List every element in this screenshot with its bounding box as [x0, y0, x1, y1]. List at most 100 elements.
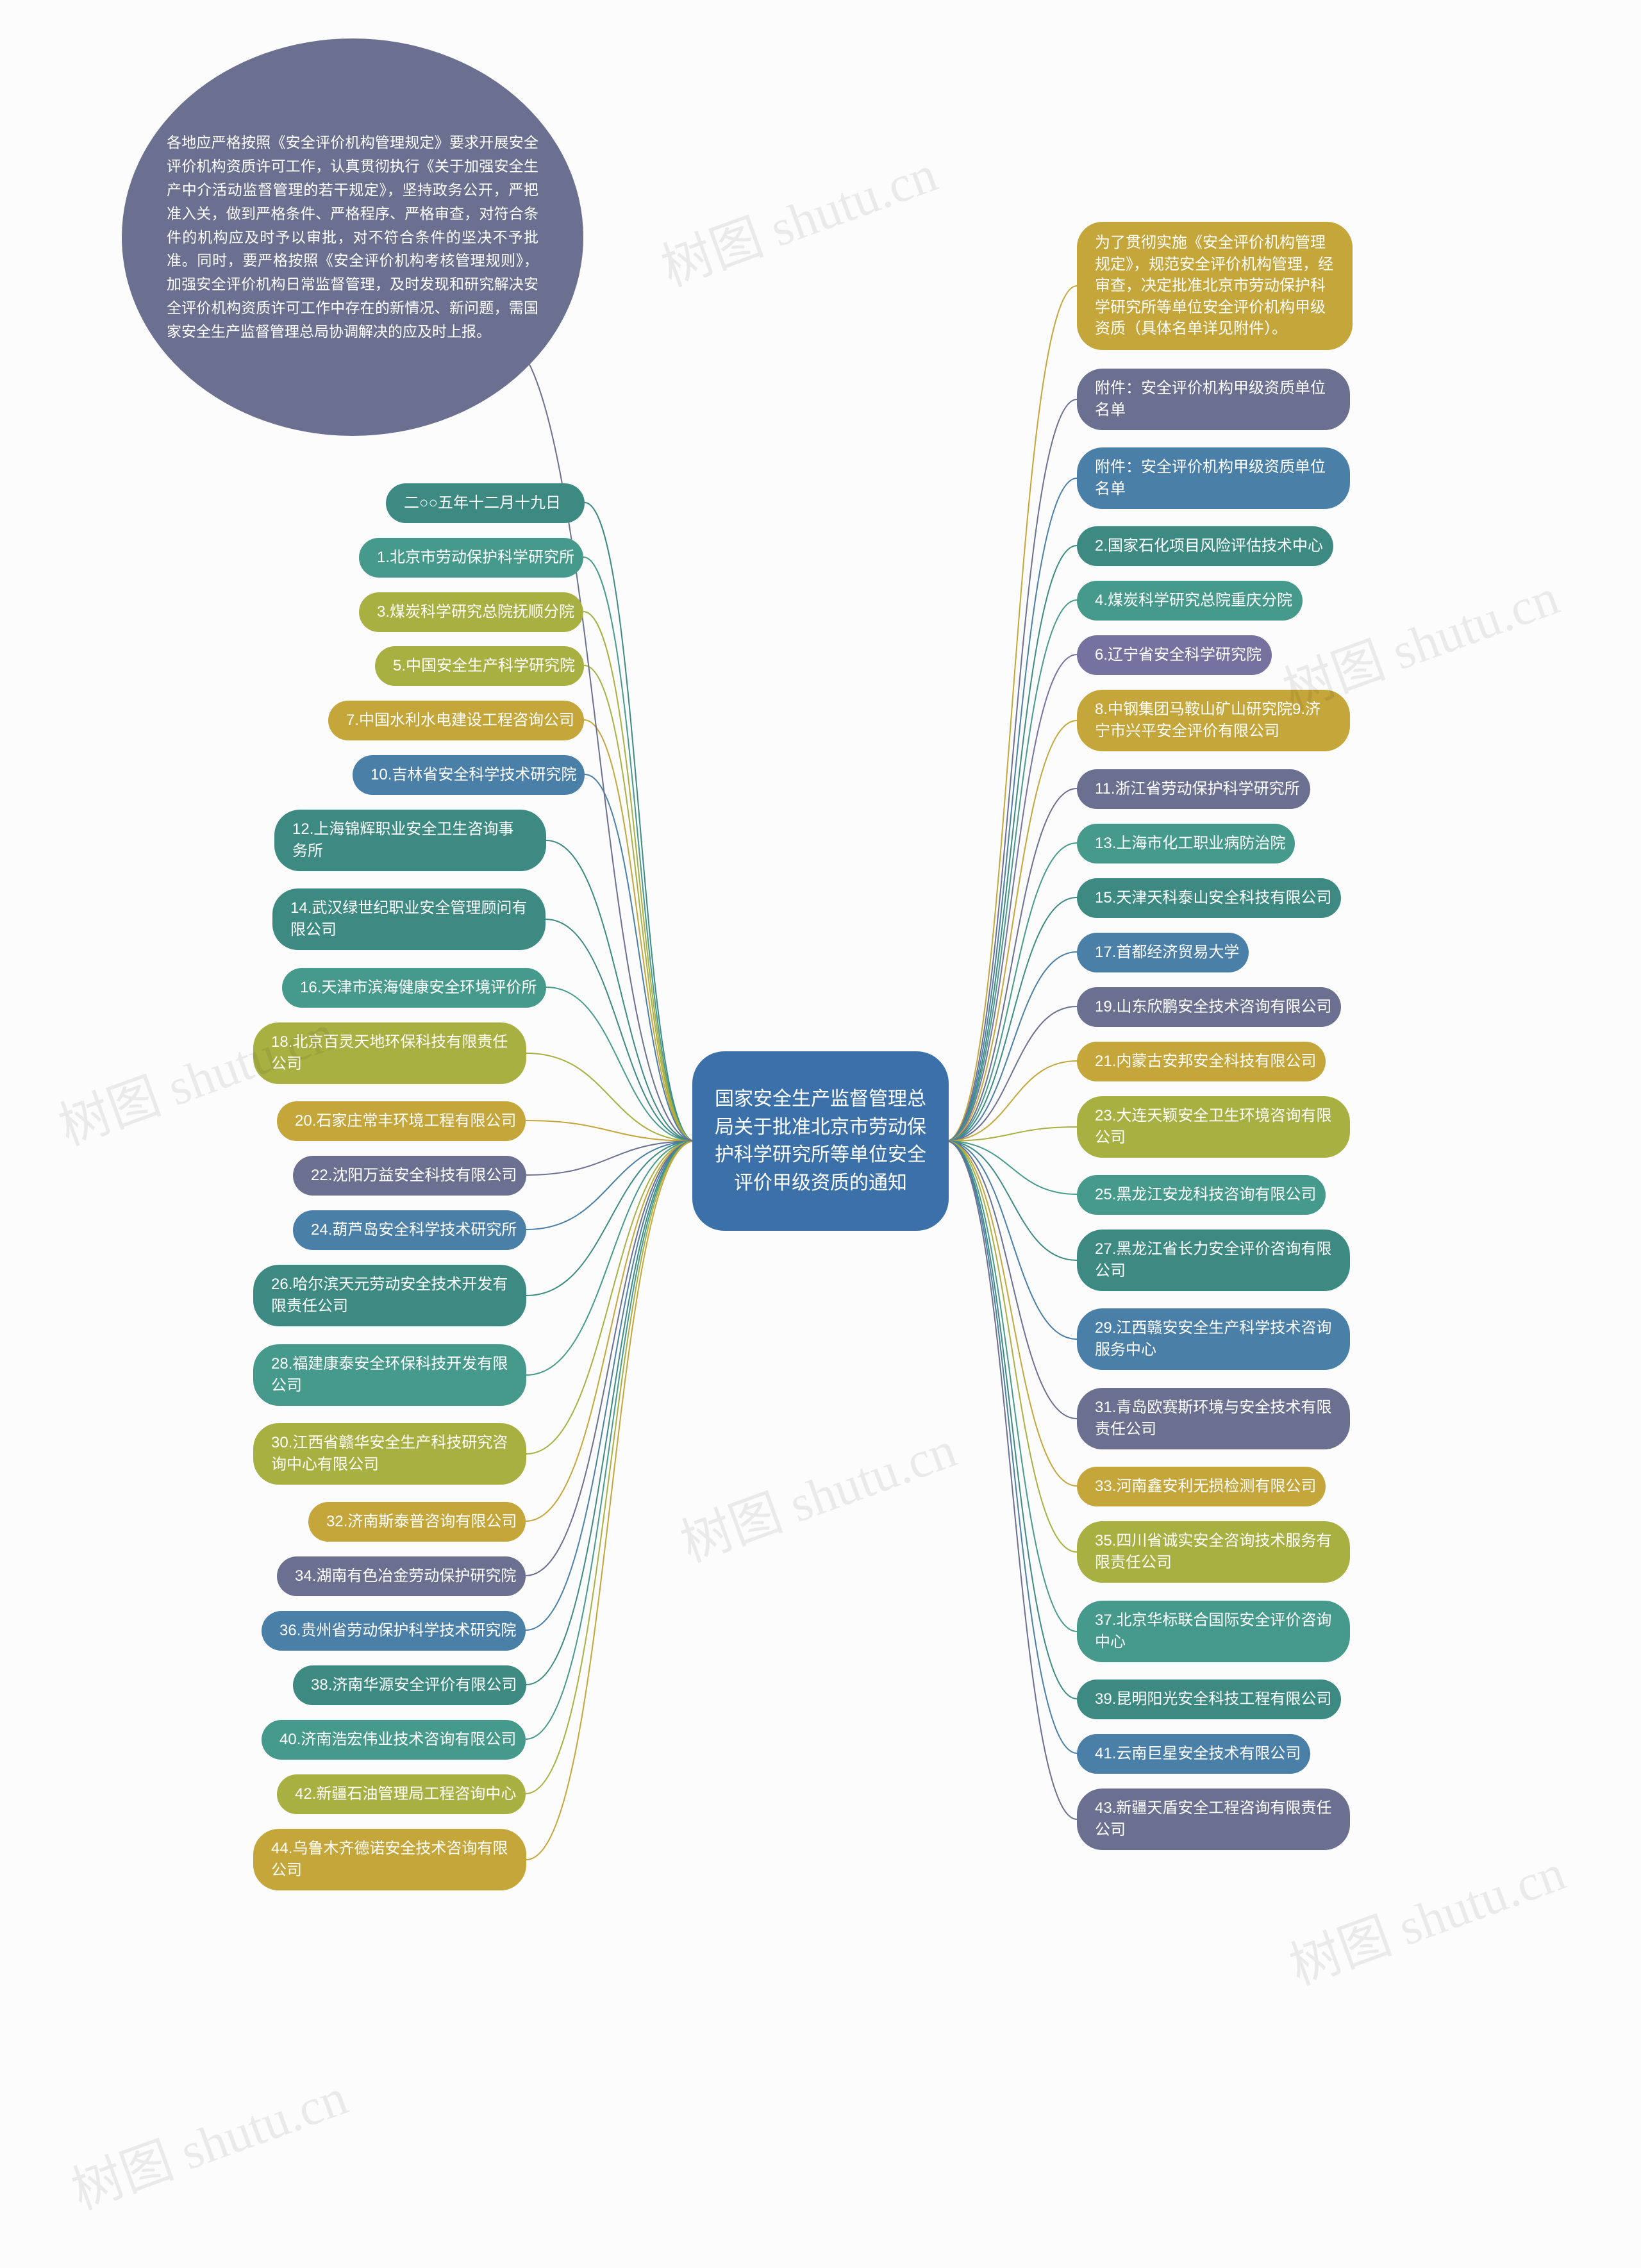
edge	[946, 1006, 1077, 1141]
description-ellipse: 各地应严格按照《安全评价机构管理规定》要求开展安全评价机构资质许可工作，认真贯彻…	[122, 38, 583, 436]
edge	[946, 1141, 1077, 1631]
branch-node: 36.贵州省劳动保护科学技术研究院	[262, 1611, 526, 1651]
description-text: 各地应严格按照《安全评价机构管理规定》要求开展安全评价机构资质许可工作，认真贯彻…	[167, 131, 538, 343]
watermark: 树图 shutu.cn	[60, 2056, 356, 2224]
edge	[583, 612, 695, 1141]
branch-node: 10.吉林省安全科学技术研究院	[353, 755, 585, 795]
watermark: 树图 shutu.cn	[669, 1408, 965, 1577]
branch-node: 22.沈阳万益安全科技有限公司	[293, 1156, 526, 1196]
branch-node: 21.内蒙古安邦安全科技有限公司	[1077, 1042, 1326, 1081]
edge	[946, 1141, 1077, 1699]
edge	[946, 1061, 1077, 1141]
branch-node: 30.江西省赣华安全生产科技研究咨询中心有限公司	[253, 1423, 526, 1485]
edge	[526, 1141, 695, 1175]
edge	[584, 720, 695, 1141]
edge	[585, 503, 695, 1141]
branch-node: 40.济南浩宏伟业技术咨询有限公司	[262, 1720, 526, 1760]
edge	[526, 1141, 695, 1576]
branch-node: 23.大连天颖安全卫生环境咨询有限公司	[1077, 1096, 1350, 1158]
edge	[946, 546, 1077, 1141]
branch-node: 33.河南鑫安利无损检测有限公司	[1077, 1467, 1326, 1506]
branch-node: 39.昆明阳光安全科技工程有限公司	[1077, 1680, 1341, 1719]
edge	[946, 788, 1077, 1141]
branch-node: 25.黑龙江安龙科技咨询有限公司	[1077, 1175, 1326, 1215]
edge	[546, 840, 695, 1141]
branch-node: 35.四川省诚实安全咨询技术服务有限责任公司	[1077, 1521, 1350, 1583]
branch-node: 为了贯彻实施《安全评价机构管理规定》，规范安全评价机构管理，经审查，决定批准北京…	[1077, 222, 1353, 350]
branch-node: 7.中国水利水电建设工程咨询公司	[328, 701, 584, 740]
branch-node: 16.天津市滨海健康安全环境评价所	[282, 968, 546, 1008]
branch-node: 18.北京百灵天地环保科技有限责任公司	[253, 1022, 526, 1084]
edge	[585, 774, 695, 1141]
branch-node: 24.葫芦岛安全科学技术研究所	[293, 1210, 526, 1250]
edge	[526, 1141, 695, 1296]
branch-node: 14.武汉绿世纪职业安全管理顾问有限公司	[272, 888, 546, 950]
edge	[946, 1141, 1077, 1419]
branch-node: 34.湖南有色冶金劳动保护研究院	[277, 1556, 526, 1596]
branch-node: 12.上海锦辉职业安全卫生咨询事务所	[274, 810, 546, 871]
edge	[946, 286, 1077, 1141]
branch-node: 8.中钢集团马鞍山矿山研究院9.济宁市兴平安全评价有限公司	[1077, 690, 1350, 751]
branch-node: 附件：安全评价机构甲级资质单位名单	[1077, 369, 1350, 430]
edge	[526, 1141, 695, 1630]
branch-node: 17.首都经济贸易大学	[1077, 933, 1249, 972]
branch-node: 43.新疆天盾安全工程咨询有限责任公司	[1077, 1789, 1350, 1850]
edge	[583, 557, 695, 1141]
edge	[526, 1141, 695, 1230]
branch-node: 13.上海市化工职业病防治院	[1077, 824, 1295, 863]
branch-node: 2.国家石化项目风险评估技术中心	[1077, 526, 1333, 566]
edge	[526, 1141, 695, 1685]
branch-node: 41.云南巨星安全技术有限公司	[1077, 1734, 1310, 1774]
branch-node: 42.新疆石油管理局工程咨询中心	[277, 1774, 526, 1814]
branch-node: 6.辽宁省安全科学研究院	[1077, 635, 1272, 675]
branch-node: 二○○五年十二月十九日	[386, 483, 585, 523]
branch-node: 38.济南华源安全评价有限公司	[293, 1665, 526, 1705]
branch-node: 37.北京华标联合国际安全评价咨询中心	[1077, 1601, 1350, 1662]
edge	[946, 655, 1077, 1141]
central-topic-text: 国家安全生产监督管理总局关于批准北京市劳动保护科学研究所等单位安全评价甲级资质的…	[712, 1085, 929, 1197]
edge	[526, 1141, 695, 1454]
branch-node: 29.江西赣安安全生产科学技术咨询服务中心	[1077, 1308, 1350, 1370]
edge	[946, 1141, 1077, 1552]
branch-node: 28.福建康泰安全环保科技开发有限公司	[253, 1344, 526, 1406]
branch-node: 附件：安全评价机构甲级资质单位名单	[1077, 447, 1350, 509]
edge	[946, 1141, 1077, 1819]
edge	[946, 843, 1077, 1141]
edge	[946, 1141, 1077, 1753]
edge	[526, 1053, 695, 1141]
branch-node: 31.青岛欧赛斯环境与安全技术有限责任公司	[1077, 1388, 1350, 1449]
edge	[946, 897, 1077, 1141]
central-topic: 国家安全生产监督管理总局关于批准北京市劳动保护科学研究所等单位安全评价甲级资质的…	[692, 1051, 949, 1231]
edge	[526, 1141, 695, 1860]
watermark: 树图 shutu.cn	[650, 133, 945, 301]
branch-node: 3.煤炭科学研究总院抚顺分院	[359, 592, 583, 632]
branch-node: 1.北京市劳动保护科学研究所	[359, 538, 583, 578]
edge	[946, 1141, 1077, 1486]
edge	[546, 987, 695, 1141]
branch-node: 19.山东欣鹏安全技术咨询有限公司	[1077, 987, 1341, 1027]
edge	[546, 919, 695, 1141]
edge	[526, 1141, 695, 1375]
branch-node: 20.石家庄常丰环境工程有限公司	[277, 1101, 526, 1141]
edge	[946, 952, 1077, 1141]
edge	[526, 1121, 695, 1141]
branch-node: 5.中国安全生产科学研究院	[375, 646, 584, 686]
watermark: 树图 shutu.cn	[1278, 1831, 1574, 2000]
edge	[946, 721, 1077, 1141]
branch-node: 44.乌鲁木齐德诺安全技术咨询有限公司	[253, 1829, 526, 1890]
edge	[946, 1141, 1077, 1194]
edge	[946, 478, 1077, 1141]
branch-node: 11.浙江省劳动保护科学研究所	[1077, 769, 1310, 809]
branch-node: 26.哈尔滨天元劳动安全技术开发有限责任公司	[253, 1265, 526, 1326]
branch-node: 32.济南斯泰普咨询有限公司	[308, 1502, 526, 1542]
edge	[526, 1141, 695, 1794]
edge	[584, 665, 695, 1141]
edge	[526, 1141, 695, 1739]
branch-node: 4.煤炭科学研究总院重庆分院	[1077, 581, 1303, 621]
branch-node: 15.天津天科泰山安全科技有限公司	[1077, 878, 1341, 918]
edge	[946, 399, 1077, 1141]
edge	[946, 1141, 1077, 1339]
edge	[946, 600, 1077, 1141]
edge	[526, 1141, 695, 1521]
edge	[946, 1141, 1077, 1260]
